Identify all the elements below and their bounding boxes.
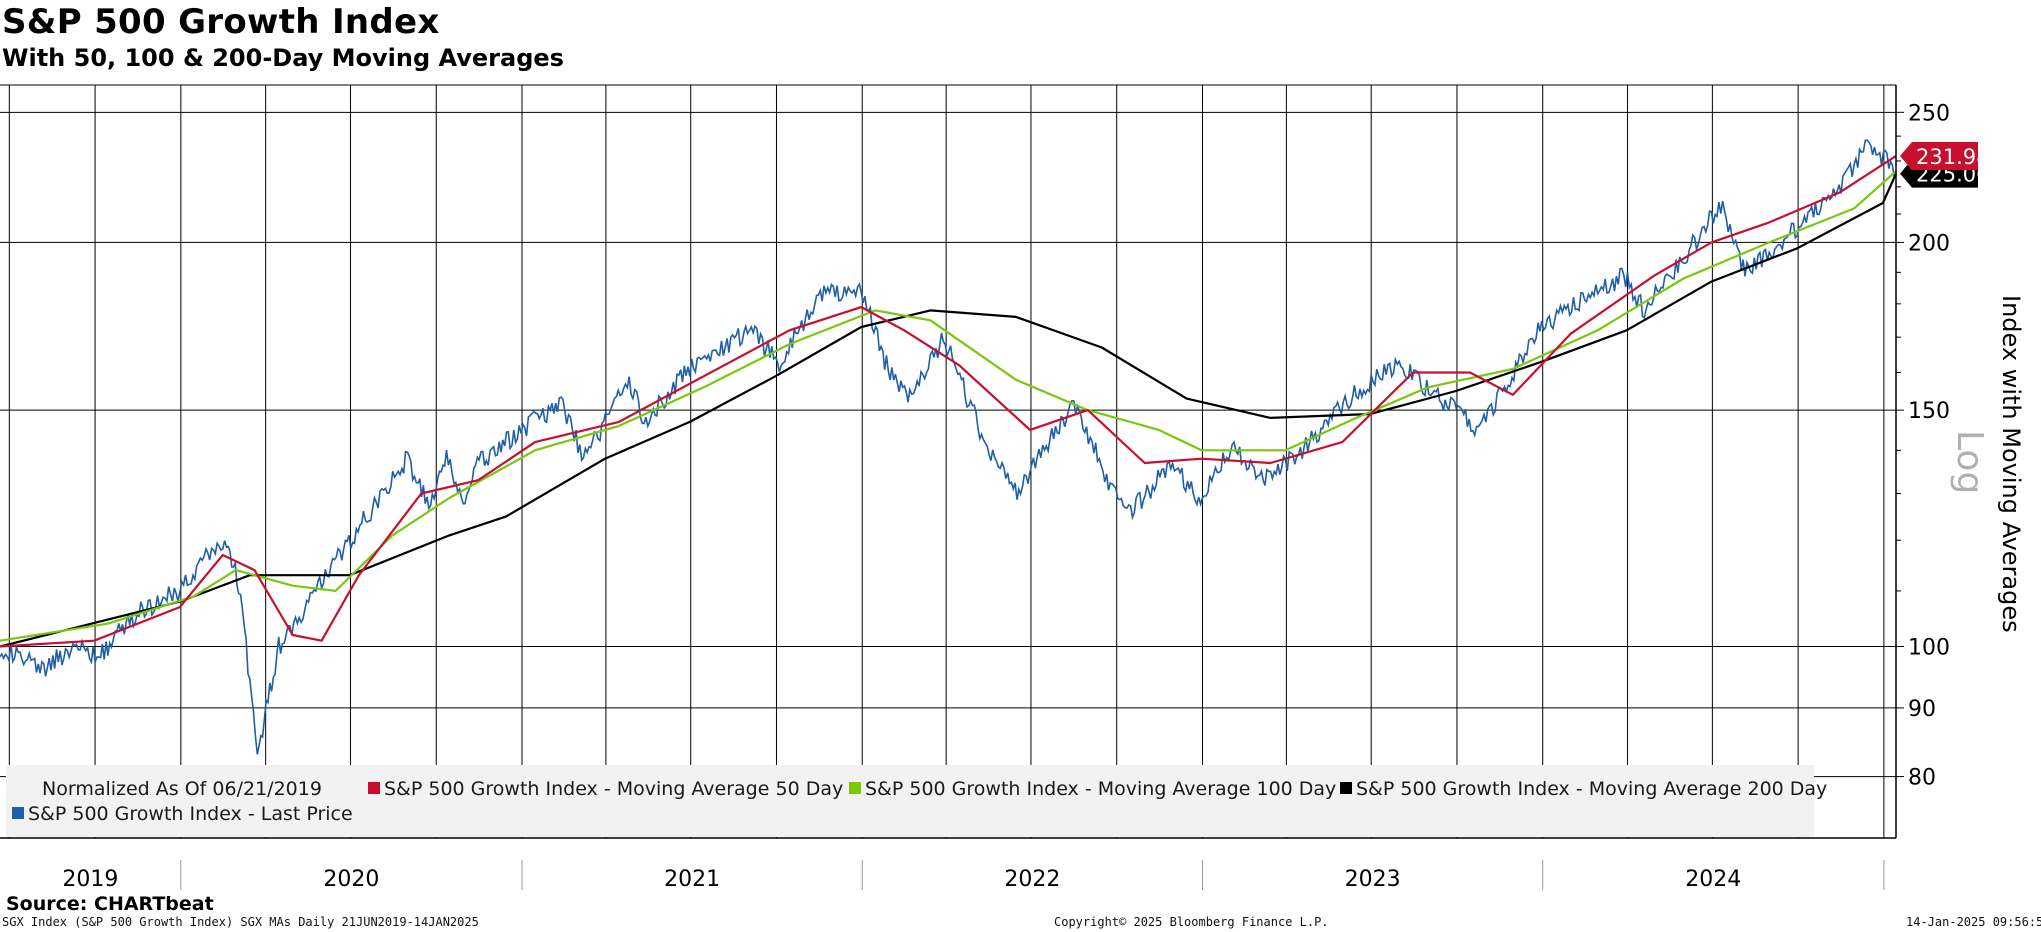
y-tick-label: 100: [1908, 635, 1950, 660]
series-lines: [0, 139, 1898, 755]
x-year-label: 2020: [323, 867, 379, 892]
legend-swatch-ma200: [1340, 782, 1352, 794]
axes: 80 90 100 150 200 250 2019 2020 2021 2022 2023 2024: [0, 84, 1950, 892]
y-tick-label: 90: [1908, 697, 1936, 722]
chart-title: S&P 500 Growth Index: [2, 2, 440, 42]
y-tick-label: 200: [1908, 231, 1950, 256]
legend-label-ma50: S&P 500 Growth Index - Moving Average 50…: [384, 778, 844, 800]
tag-ma50: 231.98: [1900, 141, 1989, 170]
gridlines: [0, 85, 1896, 838]
legend-swatch-ma50: [368, 782, 380, 794]
series-ma50: [0, 154, 1897, 648]
series-ma200: [0, 173, 1898, 648]
legend-label-ma200: S&P 500 Growth Index - Moving Average 20…: [1356, 778, 1828, 800]
chart-subtitle: With 50, 100 & 200-Day Moving Averages: [2, 44, 564, 72]
legend: Normalized As Of 06/21/2019 S&P 500 Grow…: [6, 765, 1827, 837]
x-year-label: 2021: [664, 867, 720, 892]
legend-label-last-price: S&P 500 Growth Index - Last Price: [28, 803, 353, 825]
timestamp-text: 14-Jan-2025 09:56:54: [1906, 915, 2041, 929]
legend-swatch-last-price: [12, 807, 24, 819]
legend-item-ma50: S&P 500 Growth Index - Moving Average 50…: [368, 778, 843, 800]
y-tick-label: 250: [1908, 101, 1950, 126]
tag-ma50-text: 231.98: [1916, 145, 1989, 169]
legend-swatch-ma100: [849, 782, 861, 794]
ticker-text: SGX Index (S&P 500 Growth Index) SGX MAs…: [2, 915, 479, 929]
series-ma100: [0, 170, 1897, 642]
series-last-price: [0, 139, 1897, 755]
x-year-label: 2024: [1685, 867, 1741, 892]
x-year-label: 2019: [62, 867, 118, 892]
legend-item-ma200: S&P 500 Growth Index - Moving Average 20…: [1340, 778, 1827, 800]
tag-ma50-shape: [1900, 141, 1978, 170]
copyright-text: Copyright© 2025 Bloomberg Finance L.P.: [1054, 915, 1329, 929]
x-year-label: 2023: [1345, 867, 1401, 892]
legend-note: Normalized As Of 06/21/2019: [42, 778, 322, 800]
y-tick-label: 150: [1908, 399, 1950, 424]
log-scale-label: Log: [1949, 430, 1990, 495]
legend-item-last-price: S&P 500 Growth Index - Last Price: [12, 803, 353, 825]
legend-label-ma100: S&P 500 Growth Index - Moving Average 10…: [865, 778, 1337, 800]
source-text: Source: CHARTbeat: [6, 893, 214, 915]
x-year-label: 2022: [1004, 867, 1060, 892]
legend-item-ma100: S&P 500 Growth Index - Moving Average 10…: [849, 778, 1336, 800]
y-tick-label: 80: [1908, 766, 1936, 791]
